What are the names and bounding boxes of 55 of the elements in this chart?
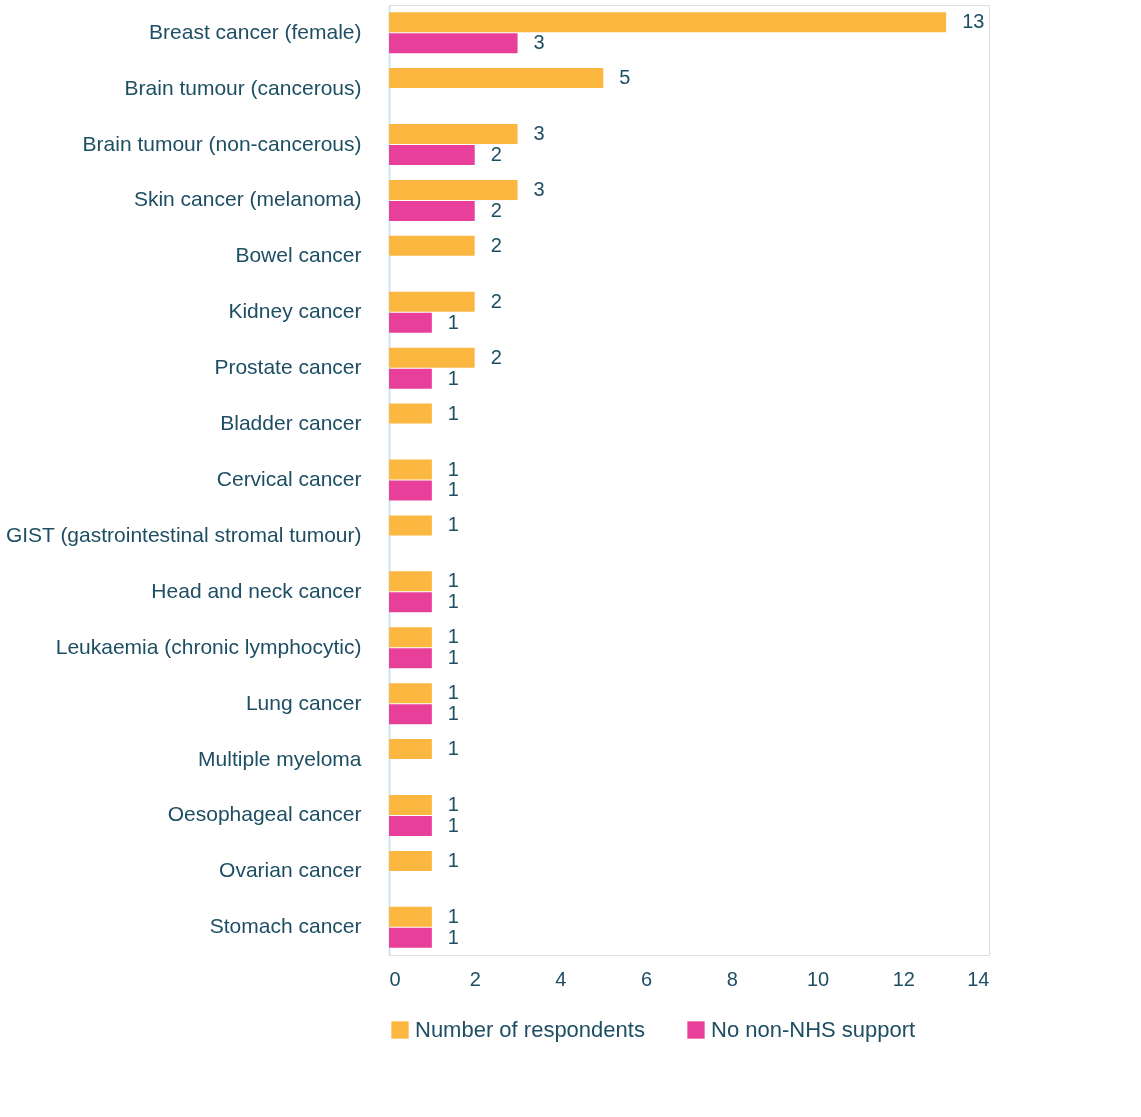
data-label: 1 [447,646,459,669]
y-tick-label: Brain tumour (cancerous) [124,75,362,99]
y-tick-label: Brain tumour (non-cancerous) [82,131,362,155]
data-label: 1 [447,925,459,948]
x-tick-label: 4 [555,967,567,990]
data-label: 1 [447,310,459,333]
y-tick-label: Kidney cancer [228,299,362,323]
data-label: 3 [533,122,545,145]
y-tick-label: GIST (gastrointestinal stromal tumour) [5,522,362,546]
data-label: 1 [447,366,459,389]
x-tick-label: 0 [389,967,401,990]
data-label: 13 [962,10,985,33]
y-tick-label: Skin cancer (melanoma) [133,187,362,211]
data-label: 3 [533,31,545,54]
data-label: 2 [490,289,502,312]
data-label: 3 [533,177,545,200]
data-label: 5 [619,66,631,89]
data-label: 2 [490,345,502,368]
y-tick-label: Cervical cancer [216,467,362,490]
y-tick-label: Head and neck cancer [151,578,362,602]
x-tick-label: 8 [726,967,738,990]
y-tick-label: Multiple myeloma [198,746,362,770]
data-label: 2 [490,198,502,221]
x-tick-label: 6 [641,967,653,990]
data-label: 2 [490,142,502,165]
x-tick-label: 10 [806,967,830,990]
legend-label: No non-NHS support [711,1017,916,1042]
data-label: 2 [490,233,502,256]
legend-label: Number of respondents [415,1017,645,1042]
y-tick-label: Bladder cancer [220,411,362,435]
y-tick-label: Leukaemia (chronic lymphocytic) [55,634,362,658]
y-tick-label: Bowel cancer [235,243,362,267]
x-tick-label: 14 [967,967,990,990]
data-label: 1 [447,401,459,424]
data-label: 1 [447,590,459,613]
data-label: 1 [447,848,459,871]
data-label: 1 [447,625,459,648]
data-label: 1 [447,813,459,836]
data-label: 1 [447,478,459,501]
data-label: 1 [447,904,459,927]
y-tick-label: Stomach cancer [209,914,362,938]
x-tick-label: 12 [892,967,915,990]
data-label: 1 [447,793,459,816]
y-tick-label: Breast cancer (female) [149,19,362,43]
data-label: 1 [447,681,459,704]
data-label: 1 [447,457,459,480]
data-label: 1 [447,569,459,592]
data-label: 1 [447,737,459,760]
x-tick-label: 2 [469,967,481,990]
data-label: 1 [447,513,459,536]
y-tick-label: Ovarian cancer [219,858,362,882]
data-label: 1 [447,702,459,725]
y-tick-label: Lung cancer [245,690,362,714]
y-tick-label: Oesophageal cancer [167,802,362,826]
y-tick-label: Prostate cancer [214,355,362,379]
